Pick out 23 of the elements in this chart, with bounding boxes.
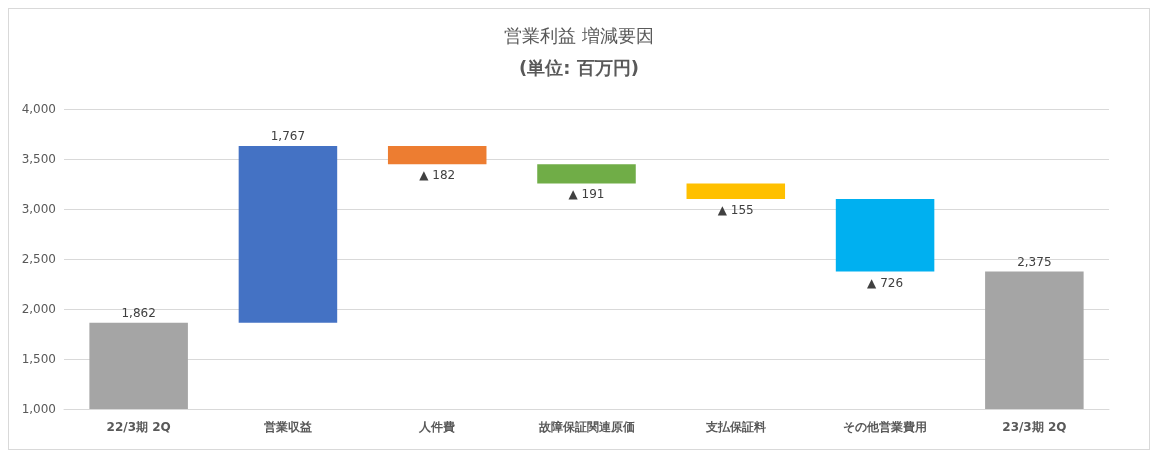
chart-title: 営業利益 増減要因	[504, 24, 654, 46]
data-label: ▲ 155	[717, 202, 754, 217]
y-tick-label: 1,500	[21, 352, 56, 366]
data-label: ▲ 191	[568, 187, 605, 202]
x-tick-label: その他営業費用	[843, 420, 928, 434]
x-tick-label: 営業収益	[263, 420, 312, 434]
x-tick-label: 22/3期 2Q	[106, 420, 171, 434]
x-tick-label: 支払保証料	[704, 420, 766, 434]
data-label: 2,375	[1017, 254, 1052, 269]
data-label: ▲ 182	[419, 168, 456, 183]
y-tick-label: 1,000	[21, 402, 56, 416]
chart-subtitle: (単位: 百万円)	[519, 56, 639, 78]
y-tick-label: 2,500	[21, 252, 56, 266]
data-label: 1,767	[270, 129, 306, 144]
data-label: ▲ 726	[867, 275, 904, 290]
y-tick-label: 4,000	[21, 102, 56, 116]
data-label: 1,862	[121, 305, 156, 320]
x-tick-label: 故障保証関連原価	[537, 420, 635, 434]
x-tick-label: 人件費	[418, 420, 456, 434]
y-tick-label: 3,000	[21, 202, 56, 216]
x-tick-label: 23/3期 2Q	[1002, 420, 1067, 434]
y-tick-label: 3,500	[21, 152, 56, 166]
y-tick-label: 2,000	[21, 302, 56, 316]
